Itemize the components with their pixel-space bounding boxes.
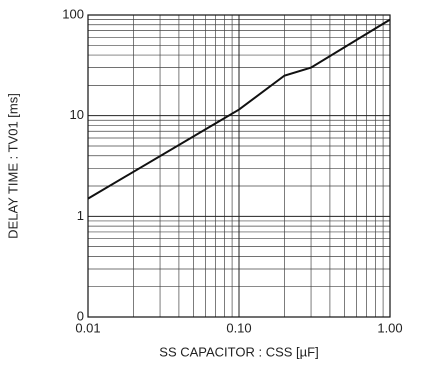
y-tick-label: 1 — [77, 208, 84, 223]
y-tick-label: 10 — [70, 107, 84, 122]
x-tick-label: 1.00 — [377, 320, 402, 335]
x-tick-label: 0.10 — [226, 320, 251, 335]
x-axis-label: SS CAPACITOR : CSS [µF] — [159, 344, 318, 359]
y-tick-label: 0 — [77, 308, 84, 323]
data-line — [87, 18, 391, 200]
y-tick-label: 100 — [62, 6, 84, 21]
y-axis-label: DELAY TIME : TV01 [ms] — [5, 93, 20, 239]
x-tick-label: 0.01 — [75, 320, 100, 335]
plot-frame — [87, 14, 391, 318]
